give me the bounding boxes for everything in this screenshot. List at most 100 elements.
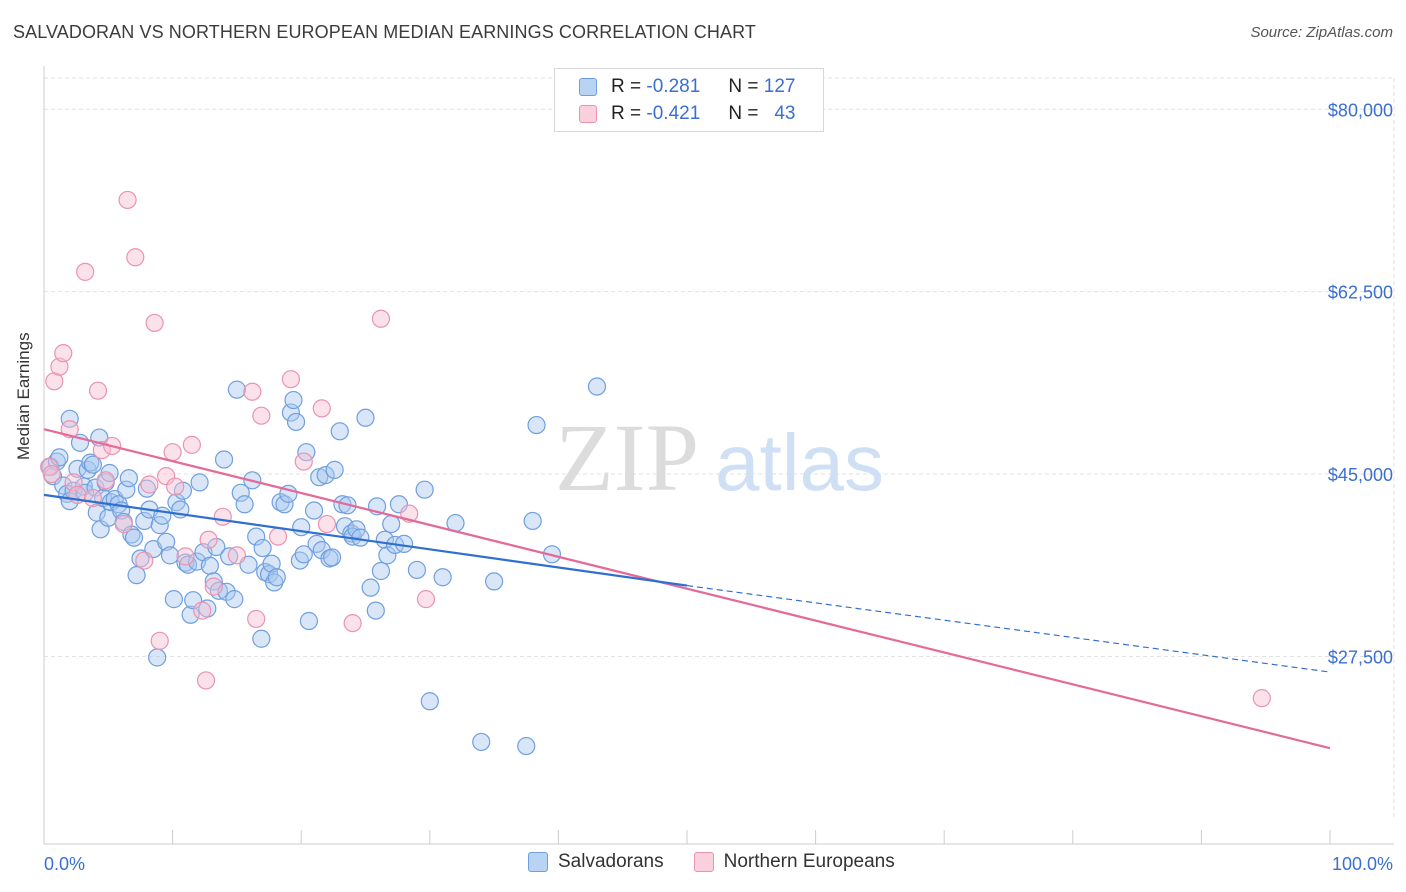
data-point-northern-european [193,601,212,620]
data-point-salvadoran [407,560,427,580]
data-point-salvadoran [247,527,266,546]
data-point-salvadoran [292,518,311,537]
data-point-northern-european [294,452,313,471]
legend-item-northern-europeans[interactable]: Northern Europeans [693,851,895,873]
data-point-salvadoran [356,408,375,427]
data-point-salvadoran [382,514,401,534]
data-point-northern-european [145,313,164,333]
stats-legend: R = -0.281 N = 127 R = -0.421 N = 43 [554,68,824,132]
data-point-salvadoran [485,572,504,591]
series-northern-europeans [40,190,1271,708]
data-point-salvadoran [472,732,491,752]
source-label: Source: ZipAtlas.com [1250,24,1393,41]
data-point-salvadoran [371,561,391,581]
data-point-northern-european [135,551,154,570]
series-salvadorans [41,377,607,756]
data-point-salvadoran [78,460,97,479]
data-point-salvadoran [284,390,303,410]
legend-r-value: -0.281 [646,76,701,97]
data-point-northern-european [157,467,176,486]
data-point-northern-european [268,527,288,546]
watermark-atlas: atlas [715,418,884,507]
legend-item-salvadorans[interactable]: Salvadorans [528,851,664,873]
y-axis-label: Median Earnings [14,332,33,460]
data-point-northern-european [199,530,218,549]
data-point-northern-european [50,357,69,376]
chart-title: SALVADORAN VS NORTHERN EUROPEAN MEDIAN E… [13,22,756,42]
data-point-northern-european [140,475,159,494]
data-point-salvadoran [420,692,439,711]
trend-line-northern-europeans [43,428,1331,750]
data-point-northern-european [317,514,337,534]
data-point-salvadoran [227,380,246,399]
data-point-northern-european [40,457,59,476]
legend-n-value: 127 [763,76,796,97]
data-point-salvadoran [252,629,271,648]
data-point-salvadoran [299,611,319,631]
legend-row-northern-europeans: R = -0.421 N = 43 [579,102,795,126]
axes [43,66,1394,845]
data-point-northern-european [76,262,95,281]
data-point-northern-european [243,382,262,401]
legend-swatch-pink [579,105,597,123]
data-point-salvadoran [60,409,79,428]
data-point-salvadoran [322,548,342,567]
trend-line-salvadorans-extension [686,584,1331,673]
data-point-salvadoran [157,532,176,551]
tick-labels: $27,500 $45,000 $62,500 $80,000 0.0% 100.0% [44,100,1393,874]
data-point-northern-european [1252,689,1271,708]
data-point-salvadoran [265,573,284,592]
data-point-salvadoran [316,465,335,485]
data-point-salvadoran [366,601,385,620]
data-point-northern-european [252,406,271,425]
data-point-northern-european [42,464,61,484]
data-point-salvadoran [325,460,344,479]
data-point-salvadoran [286,412,306,432]
legend-label-salvadorans: Salvadorans [558,851,664,872]
legend-n-value: 43 [774,103,796,124]
data-point-salvadoran [304,501,324,520]
y-tick-label: $45,000 [1328,465,1393,485]
data-point-salvadoran [81,453,100,472]
y-tick-label: $80,000 [1328,100,1393,120]
trend-lines [43,428,1331,750]
data-point-northern-european [213,507,232,526]
data-point-northern-european [83,488,102,508]
data-point-northern-european [163,443,182,462]
data-point-northern-european [88,381,108,400]
data-point-northern-european [196,671,216,690]
data-point-salvadoran [294,545,313,564]
data-point-salvadoran [527,415,546,435]
y-tick-label: $27,500 [1328,647,1393,667]
data-point-salvadoran [148,648,167,667]
series-legend: Salvadorans Northern Europeans [528,851,925,873]
data-point-salvadoran [184,591,203,610]
data-point-salvadoran [523,511,542,531]
data-point-northern-european [182,435,201,454]
data-point-northern-european [416,590,436,609]
data-point-northern-european [343,613,362,633]
data-point-salvadoran [220,547,239,566]
legend-label-northern-europeans: Northern Europeans [723,851,895,872]
watermark-zip: ZIP [555,404,699,511]
data-point-northern-european [204,577,223,596]
data-point-northern-european [166,477,185,496]
data-point-salvadoran [517,736,536,756]
data-point-salvadoran [231,483,250,502]
data-point-salvadoran [124,528,144,547]
data-point-salvadoran [433,568,452,587]
data-point-northern-european [371,309,391,328]
data-point-salvadoran [117,480,136,499]
data-point-salvadoran [235,495,254,514]
data-point-salvadoran [262,554,281,573]
data-point-salvadoran [119,469,138,488]
x-tick-label: 0.0% [44,854,85,874]
data-point-salvadoran [200,556,219,575]
trend-line-salvadorans [43,493,688,587]
data-point-northern-european [118,190,137,210]
data-point-salvadoran [83,455,102,474]
data-point-salvadoran [415,480,434,499]
legend-r-label: R = [611,76,642,97]
legend-r-label: R = [611,103,642,124]
